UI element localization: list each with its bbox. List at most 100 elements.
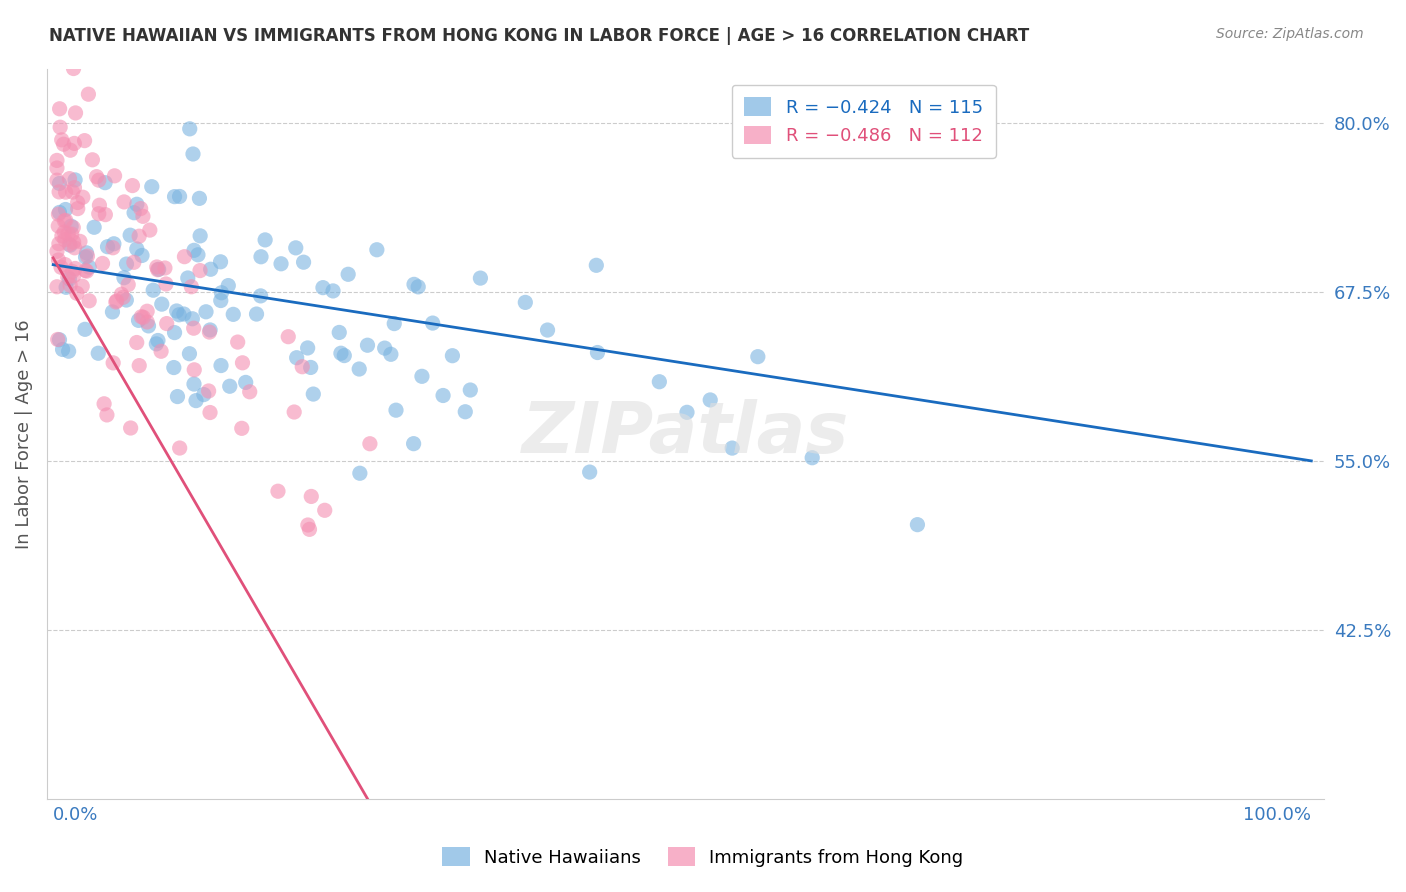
Text: ZIPatlas: ZIPatlas bbox=[522, 400, 849, 468]
Point bbox=[209, 359, 232, 373]
Point bbox=[586, 345, 609, 359]
Point bbox=[422, 316, 444, 330]
Point bbox=[218, 379, 240, 393]
Point bbox=[356, 338, 378, 352]
Point bbox=[188, 228, 211, 243]
Point bbox=[66, 202, 89, 216]
Point bbox=[59, 238, 82, 252]
Point bbox=[181, 311, 204, 326]
Point bbox=[91, 256, 114, 270]
Point bbox=[58, 344, 80, 359]
Point bbox=[125, 197, 148, 211]
Point bbox=[83, 220, 105, 235]
Point bbox=[58, 272, 80, 286]
Point bbox=[63, 173, 86, 187]
Point bbox=[349, 467, 371, 481]
Point bbox=[193, 387, 215, 401]
Point bbox=[235, 376, 257, 390]
Point bbox=[200, 262, 222, 277]
Point bbox=[312, 280, 335, 294]
Point bbox=[402, 436, 425, 450]
Point bbox=[72, 190, 94, 204]
Point bbox=[299, 360, 322, 375]
Point bbox=[52, 137, 75, 152]
Point bbox=[51, 228, 73, 243]
Point bbox=[128, 229, 150, 244]
Point bbox=[648, 375, 671, 389]
Point bbox=[183, 363, 205, 377]
Text: 100.0%: 100.0% bbox=[1243, 805, 1312, 824]
Legend: R = −0.424   N = 115, R = −0.486   N = 112: R = −0.424 N = 115, R = −0.486 N = 112 bbox=[731, 85, 995, 158]
Point bbox=[183, 321, 205, 335]
Point bbox=[337, 268, 360, 282]
Point bbox=[267, 484, 290, 499]
Point bbox=[59, 278, 82, 293]
Point bbox=[136, 304, 159, 318]
Point bbox=[536, 323, 558, 337]
Point bbox=[60, 264, 83, 278]
Point bbox=[76, 249, 98, 263]
Point bbox=[105, 293, 128, 308]
Point bbox=[314, 503, 336, 517]
Point bbox=[60, 219, 83, 234]
Point bbox=[93, 397, 115, 411]
Point bbox=[82, 153, 104, 167]
Point bbox=[59, 143, 82, 157]
Point bbox=[69, 235, 91, 249]
Point bbox=[138, 318, 160, 333]
Point bbox=[177, 271, 200, 285]
Point bbox=[121, 178, 143, 193]
Point bbox=[56, 270, 79, 285]
Point bbox=[470, 271, 492, 285]
Point bbox=[101, 305, 124, 319]
Point bbox=[153, 260, 176, 275]
Point bbox=[63, 261, 86, 276]
Point bbox=[73, 322, 96, 336]
Point bbox=[58, 237, 80, 252]
Point bbox=[380, 347, 402, 361]
Point bbox=[76, 245, 98, 260]
Point bbox=[70, 279, 93, 293]
Point bbox=[183, 377, 205, 392]
Point bbox=[146, 334, 169, 348]
Point bbox=[65, 106, 87, 120]
Point bbox=[382, 317, 405, 331]
Point bbox=[283, 405, 305, 419]
Point bbox=[197, 384, 219, 398]
Point bbox=[55, 280, 77, 294]
Point bbox=[131, 248, 153, 262]
Point bbox=[128, 359, 150, 373]
Point bbox=[132, 310, 155, 325]
Point bbox=[181, 147, 204, 161]
Point bbox=[907, 517, 929, 532]
Point bbox=[46, 219, 69, 233]
Point bbox=[48, 205, 70, 219]
Point bbox=[188, 191, 211, 205]
Point bbox=[173, 250, 195, 264]
Point bbox=[48, 236, 70, 251]
Point bbox=[125, 242, 148, 256]
Point bbox=[298, 522, 321, 536]
Point bbox=[96, 240, 118, 254]
Point bbox=[62, 220, 84, 235]
Point bbox=[56, 227, 79, 241]
Point bbox=[46, 153, 69, 168]
Point bbox=[103, 236, 125, 251]
Point bbox=[385, 403, 408, 417]
Text: 0.0%: 0.0% bbox=[53, 805, 98, 824]
Point bbox=[53, 214, 76, 228]
Point bbox=[125, 335, 148, 350]
Point bbox=[302, 387, 325, 401]
Point bbox=[58, 171, 80, 186]
Point bbox=[48, 177, 70, 191]
Point bbox=[112, 290, 135, 304]
Point bbox=[406, 280, 429, 294]
Point bbox=[166, 304, 188, 318]
Point bbox=[104, 295, 127, 310]
Point bbox=[148, 262, 170, 277]
Point bbox=[333, 349, 356, 363]
Point bbox=[46, 279, 69, 293]
Point bbox=[156, 317, 179, 331]
Point bbox=[48, 207, 70, 221]
Point bbox=[46, 161, 69, 175]
